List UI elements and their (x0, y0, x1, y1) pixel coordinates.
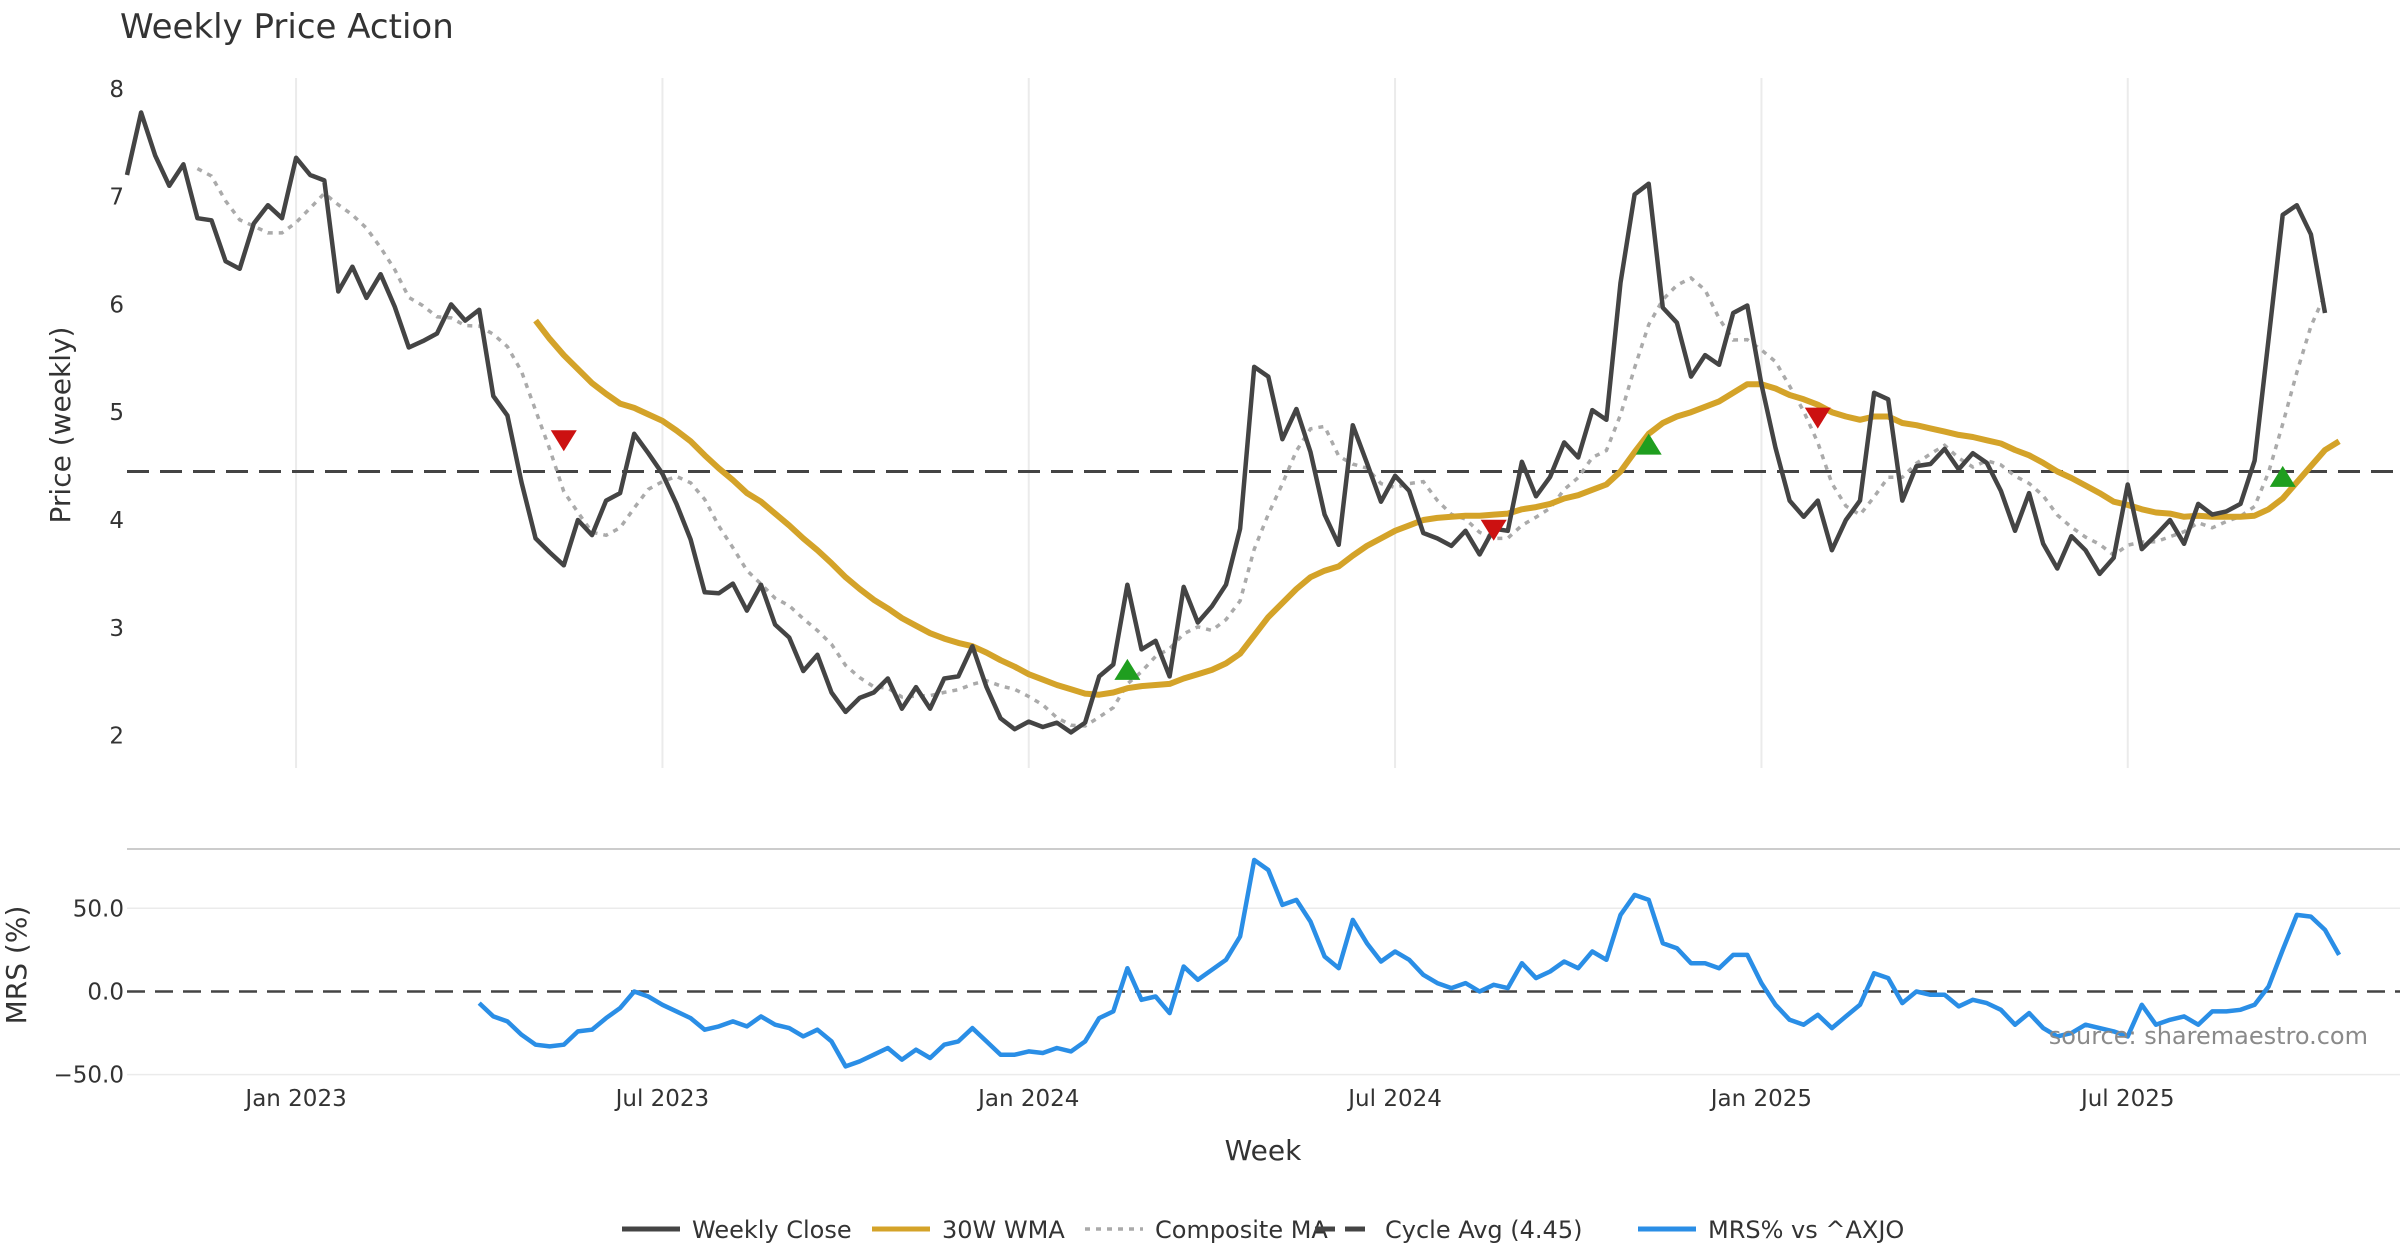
mrs-gridlines (127, 907, 2400, 1076)
x-ticks: Jan 2023 Jul 2023 Jan 2024 Jul 2024 Jan 2025… (243, 1086, 2174, 1112)
price-y-ticks: 2 3 4 5 6 7 8 (109, 77, 124, 750)
legend-label: MRS% vs ^AXJO (1708, 1216, 1904, 1244)
price-gridlines (295, 78, 2129, 768)
price-y-tick-label: 4 (109, 508, 124, 534)
mrs-line (477, 857, 2342, 1069)
x-tick-label: Jan 2025 (1709, 1086, 1812, 1112)
mrs-y-tick-label: −50.0 (54, 1063, 124, 1089)
price-y-tick-label: 6 (109, 292, 124, 318)
mrs-y-tick-label: 0.0 (87, 979, 124, 1005)
signal-markers (550, 407, 2296, 680)
price-panel: 2 3 4 5 6 7 8 Price (weekly) (44, 77, 2400, 768)
wma-30w-line (533, 318, 2341, 698)
composite-ma-line (196, 167, 2327, 728)
x-axis-label: Week (1225, 1134, 1302, 1167)
mrs-y-tick-label: 50.0 (73, 896, 124, 922)
x-tick-label: Jul 2025 (2079, 1086, 2175, 1112)
price-y-tick-label: 2 (109, 724, 124, 750)
x-tick-label: Jul 2023 (614, 1086, 710, 1112)
price-y-tick-label: 8 (109, 77, 124, 103)
mrs-y-ticks: 50.0 0.0 −50.0 (54, 896, 124, 1088)
sell-signal-marker (550, 430, 577, 452)
buy-signal-marker (2269, 465, 2296, 487)
price-y-tick-label: 7 (109, 185, 124, 211)
legend-label: 30W WMA (942, 1216, 1065, 1244)
weekly-close-line (124, 110, 2328, 735)
buy-signal-marker (1635, 433, 1662, 455)
legend-label: Weekly Close (692, 1216, 852, 1244)
legend-label: Composite MA (1155, 1216, 1328, 1244)
sell-signal-marker (1804, 407, 1831, 429)
mrs-y-axis-label: MRS (%) (0, 906, 33, 1025)
source-note: source: sharemaestro.com (2049, 1022, 2368, 1050)
price-y-tick-label: 5 (109, 400, 124, 426)
price-y-axis-label: Price (weekly) (44, 327, 77, 524)
legend: Weekly Close 30W WMA Composite MA Cycle Avg… (622, 1216, 1904, 1244)
sell-signal-marker (1480, 519, 1507, 541)
x-tick-label: Jan 2024 (976, 1086, 1079, 1112)
price-y-tick-label: 3 (109, 616, 124, 642)
buy-signal-marker (1114, 658, 1141, 680)
x-tick-label: Jan 2023 (243, 1086, 346, 1112)
legend-label: Cycle Avg (4.45) (1385, 1216, 1582, 1244)
chart-title: Weekly Price Action (120, 7, 454, 47)
x-tick-label: Jul 2024 (1346, 1086, 1442, 1112)
mrs-panel: 50.0 0.0 −50.0 MRS (%) source: sharemaestr… (0, 857, 2400, 1089)
